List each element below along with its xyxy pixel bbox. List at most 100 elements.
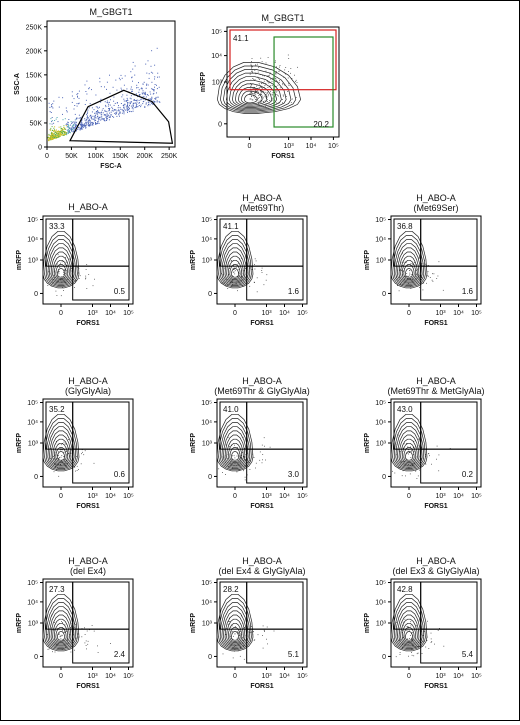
scatter-point [101,116,103,118]
event-dot [232,271,234,273]
event-dot [258,83,260,85]
scatter-point [115,113,117,115]
event-dot [259,93,261,95]
contour-panel: H_ABO-A(Met69Ser)36.81.60 10³ 10⁴ 10⁵010³10… [364,193,482,327]
scatter-point [138,102,140,104]
scatter-point [89,103,91,105]
event-dot [401,475,403,477]
event-dot [70,452,72,454]
event-dot [85,269,87,270]
scatter-point [129,101,131,103]
event-dot [288,83,289,85]
event-dot [238,469,240,471]
scatter-point [78,90,80,92]
contour-line [395,426,423,468]
event-dot [407,275,409,277]
event-dot [401,270,402,271]
event-dot [61,635,63,637]
scatter-point [58,106,60,108]
scatter-point [57,121,59,123]
scatter-point [68,125,70,127]
scatter-point [134,102,136,104]
scatter-point [151,88,153,90]
event-dot [265,279,267,281]
scatter-point [136,106,138,108]
scatter-point [92,122,94,124]
scatter-point [53,122,55,124]
event-dot [282,102,283,104]
scatter-point [109,115,111,117]
contour-line [405,268,413,278]
event-dot [218,468,220,470]
event-dot [63,274,65,275]
contour-line [227,259,243,280]
event-dot [267,101,268,102]
scatter-point [138,99,140,101]
event-dot [227,284,228,286]
scatter-point [156,92,157,94]
event-dot [93,630,95,632]
event-dot [432,273,433,275]
event-dot [415,646,417,647]
x-tick-label: 10³ [261,493,272,500]
scatter-point [56,117,58,118]
scatter-point [108,110,110,112]
event-dot [76,470,78,471]
event-dot [78,469,79,470]
event-dot [431,279,433,281]
event-dot [230,635,232,637]
event-dot [254,69,256,71]
event-dot [413,440,415,442]
scatter-point [65,134,67,136]
event-dot [261,270,263,271]
scatter-point [56,135,58,137]
scatter-point [95,94,97,96]
event-dot [237,631,238,633]
scatter-point [143,100,145,102]
scatter-point [128,109,130,111]
scatter-point [88,87,90,89]
scatter-point [56,137,57,139]
event-dot [256,291,258,293]
scatter-point [61,132,63,134]
contour-line [223,69,292,112]
scatter-point [117,110,119,112]
scatter-point [109,74,110,76]
scatter-point [97,106,98,108]
scatter-point [51,138,53,140]
contour-line [231,451,239,461]
scatter-point [123,104,125,106]
contour-line [395,243,423,285]
gate-lower-right [72,448,130,484]
scatter-point [65,107,67,109]
event-dot [438,261,440,263]
event-dot [424,264,426,265]
contour-lines [42,413,80,472]
event-dot [261,83,262,84]
event-dot [419,278,420,280]
event-dot [258,92,259,93]
event-dot [57,254,59,256]
event-dot [285,73,286,75]
scatter-point [80,128,82,130]
event-dot [263,629,265,631]
scatter-point [81,124,83,126]
event-dot [243,470,244,472]
event-dot [268,93,270,95]
event-dot [238,269,240,270]
scatter-point [124,103,126,105]
x-tick-label: 10⁴ [105,493,116,500]
y-tick-label: 0 [382,654,386,661]
scatter-point [100,119,102,121]
event-dot [67,639,68,641]
event-dot [54,451,56,453]
event-dot [397,261,398,263]
scatter-point [81,126,83,128]
event-dot [403,261,405,263]
scatter-point [116,115,118,117]
scatter-point [66,123,68,125]
event-dot [66,265,68,266]
event-dot [282,84,284,86]
event-dot [416,446,418,448]
event-dot [288,58,290,59]
